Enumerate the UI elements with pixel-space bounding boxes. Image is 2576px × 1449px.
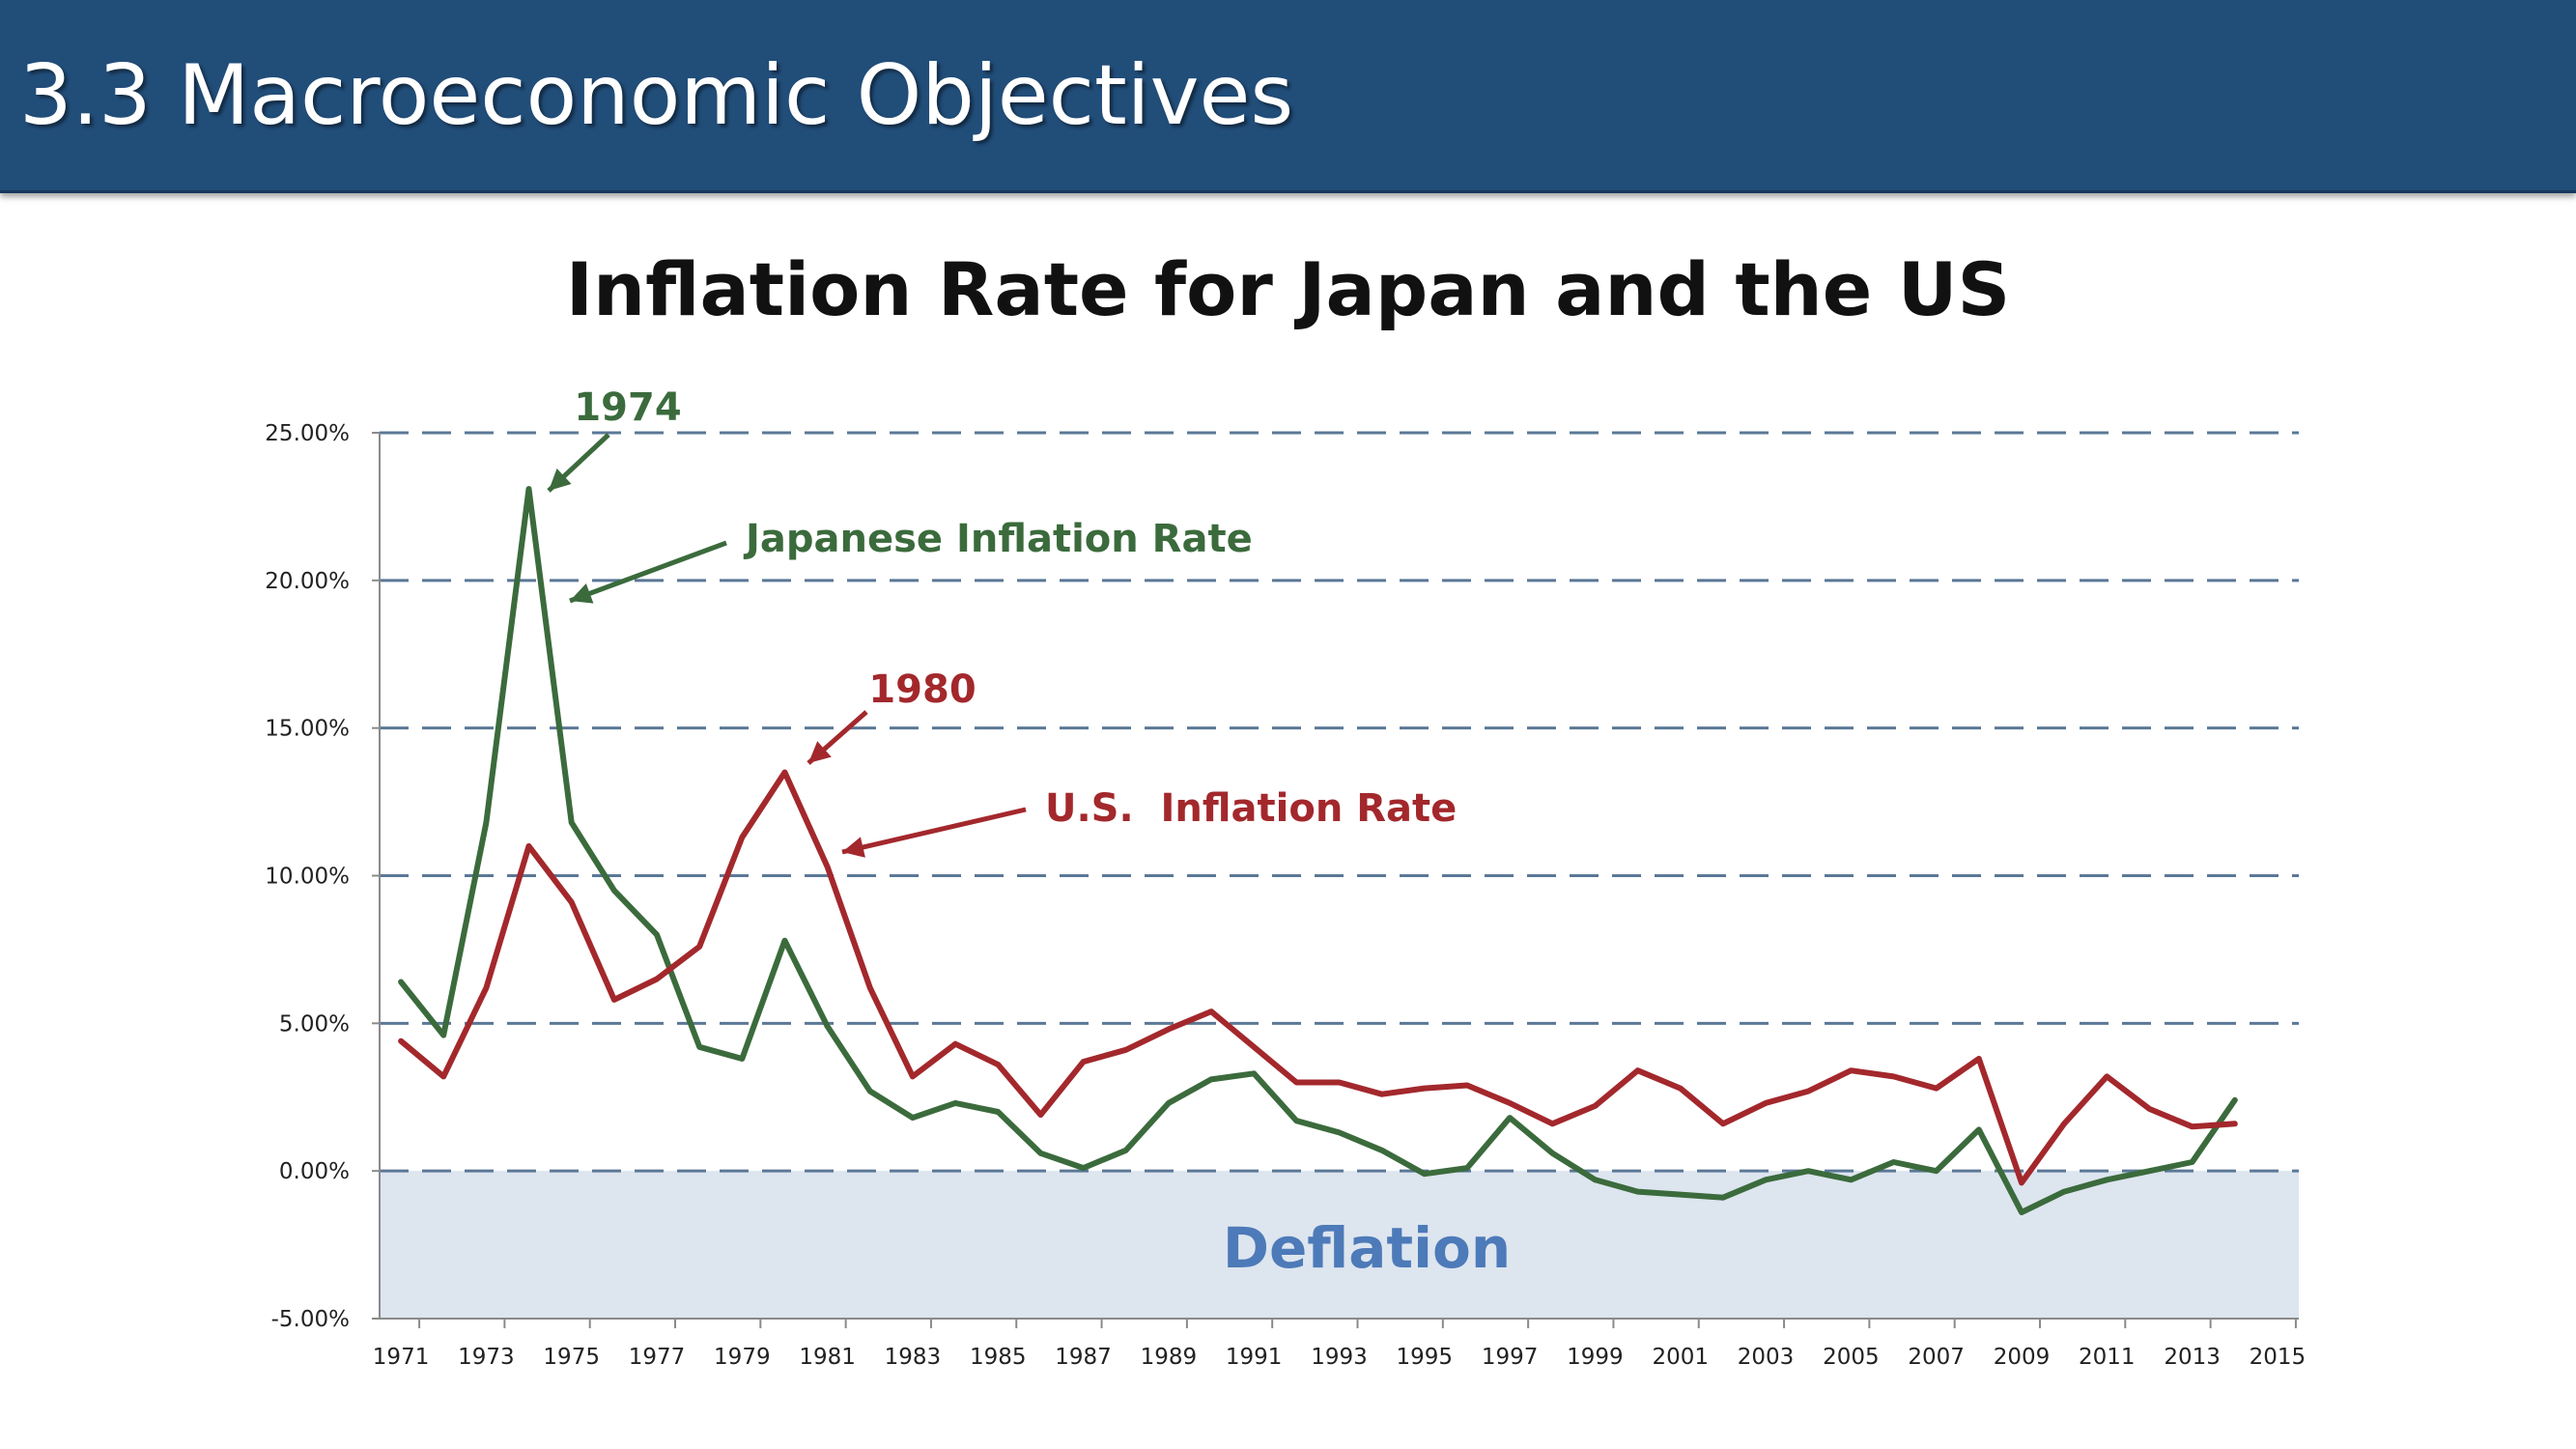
x-tick-label: 1979: [714, 1345, 771, 1370]
x-tick-label: 1991: [1226, 1345, 1283, 1370]
annotation-us-label: U.S. Inflation Rate: [1045, 786, 1457, 831]
annotation-1974: 1974: [574, 385, 681, 430]
y-tick-label: 5.00%: [279, 1011, 350, 1037]
x-tick-label: 1971: [373, 1345, 430, 1370]
arrow-us-head: [842, 837, 865, 858]
x-tick-label: 1973: [458, 1345, 515, 1370]
x-tick-label: 2015: [2250, 1345, 2307, 1370]
x-tick-label: 2009: [1994, 1345, 2051, 1370]
x-tick-label: 2011: [2079, 1345, 2136, 1370]
x-tick-label: 1975: [543, 1345, 600, 1370]
x-tick-label: 1995: [1397, 1345, 1454, 1370]
annotation-1980: 1980: [868, 668, 976, 712]
y-tick-label: 15.00%: [265, 717, 350, 742]
slide-header: 3.3 Macroeconomic Objectives: [0, 0, 2576, 193]
y-tick-label: 25.00%: [265, 421, 350, 446]
x-tick-label: 1999: [1567, 1345, 1624, 1370]
x-tick-label: 1993: [1311, 1345, 1368, 1370]
arrow-japanese: [569, 540, 727, 604]
slide-title: 3.3 Macroeconomic Objectives: [19, 47, 1294, 144]
x-tick-label: 1977: [629, 1345, 686, 1370]
x-tick-label: 2003: [1738, 1345, 1795, 1370]
x-tick-label: 1985: [970, 1345, 1027, 1370]
arrow-1974-head: [549, 468, 572, 491]
x-tick-label: 1987: [1055, 1345, 1112, 1370]
x-tick-label: 2005: [1823, 1345, 1880, 1370]
us-inflation-line: [398, 769, 2238, 1186]
y-tick-label: 0.00%: [279, 1159, 350, 1184]
x-tick-label: 1989: [1141, 1345, 1198, 1370]
x-tick-label: 1981: [799, 1345, 856, 1370]
x-tick-label: 2007: [1908, 1345, 1965, 1370]
arrow-us: [841, 807, 1027, 855]
annotation-japanese-label: Japanese Inflation Rate: [743, 517, 1253, 561]
deflation-region: [380, 1171, 2299, 1319]
x-tick-label: 1997: [1482, 1345, 1539, 1370]
x-tick-label: 1983: [885, 1345, 942, 1370]
arrow-japanese-head: [570, 583, 594, 604]
y-tick-label: 20.00%: [265, 569, 350, 594]
y-tick-label: 10.00%: [265, 865, 350, 890]
deflation-label: Deflation: [1223, 1215, 1511, 1281]
japan-inflation-line: [398, 486, 2238, 1215]
arrow-1980-head: [808, 741, 832, 763]
x-tick-label: 2013: [2164, 1345, 2221, 1370]
y-tick-label: -5.00%: [271, 1307, 350, 1332]
x-tick-label: 2001: [1652, 1345, 1709, 1370]
chart-title: Inflation Rate for Japan and the US: [565, 246, 2011, 332]
